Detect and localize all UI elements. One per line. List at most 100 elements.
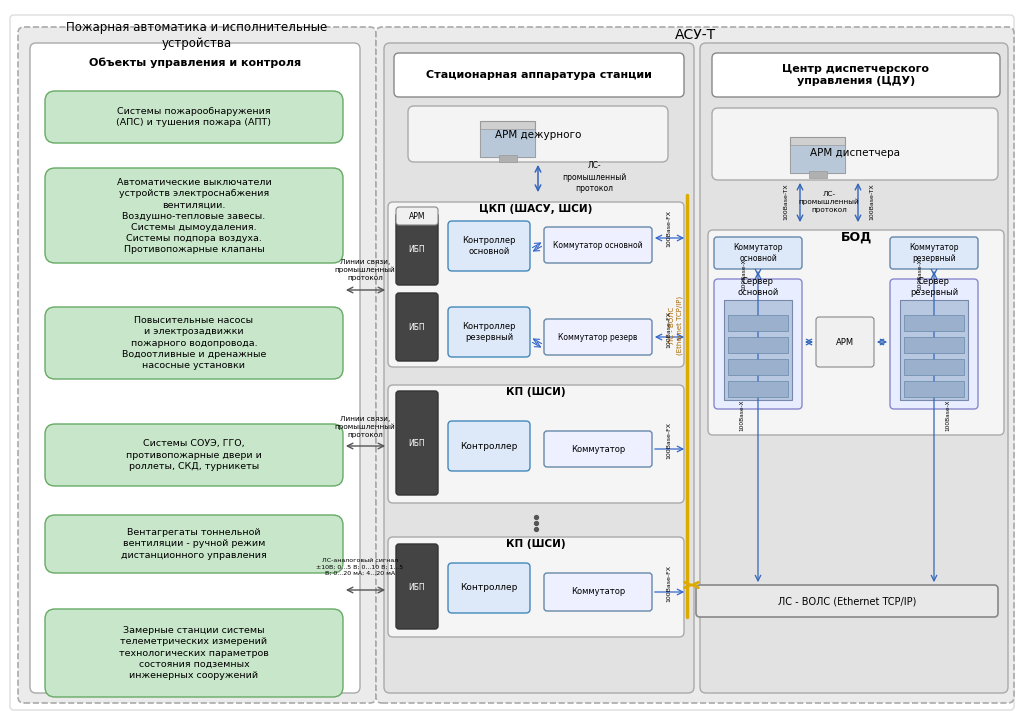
FancyBboxPatch shape	[449, 421, 530, 471]
Text: АРМ диспетчера: АРМ диспетчера	[810, 148, 900, 158]
FancyBboxPatch shape	[45, 307, 343, 379]
FancyBboxPatch shape	[816, 317, 874, 367]
Text: Контроллер: Контроллер	[461, 584, 518, 592]
FancyBboxPatch shape	[388, 537, 684, 637]
Bar	[790, 137, 845, 173]
Text: Коммутатор
основной: Коммутатор основной	[733, 243, 782, 263]
FancyBboxPatch shape	[449, 563, 530, 613]
Text: Центр диспетчерского
управления (ЦДУ): Центр диспетчерского управления (ЦДУ)	[782, 64, 930, 86]
Bar	[728, 337, 788, 353]
FancyBboxPatch shape	[45, 609, 343, 697]
Bar	[904, 337, 964, 353]
Bar	[790, 145, 845, 173]
FancyBboxPatch shape	[696, 585, 998, 617]
Text: 100Base-X: 100Base-X	[739, 399, 744, 431]
Text: 100Base-X: 100Base-X	[945, 399, 950, 431]
Text: АСУ-Т: АСУ-Т	[675, 28, 716, 42]
Bar	[728, 381, 788, 397]
Text: ЛС - ВОЛС
(Ethernet TCP/IP): ЛС - ВОЛС (Ethernet TCP/IP)	[669, 296, 683, 355]
Text: Контроллер: Контроллер	[461, 442, 518, 450]
FancyBboxPatch shape	[449, 221, 530, 271]
Text: АРМ дежурного: АРМ дежурного	[495, 130, 582, 140]
Text: КП (ШСИ): КП (ШСИ)	[506, 387, 566, 397]
Bar	[480, 129, 535, 157]
Bar	[728, 315, 788, 331]
FancyBboxPatch shape	[700, 43, 1008, 693]
Bar	[480, 121, 535, 157]
Text: ЦКП (ШАСУ, ШСИ): ЦКП (ШАСУ, ШСИ)	[479, 204, 593, 214]
Text: ЛС - ВОЛС (Ethernet TCP/IP): ЛС - ВОЛС (Ethernet TCP/IP)	[778, 596, 916, 606]
Text: Линии связи,
промышленный
протокол: Линии связи, промышленный протокол	[335, 416, 395, 438]
FancyBboxPatch shape	[890, 279, 978, 409]
Bar	[904, 381, 964, 397]
FancyBboxPatch shape	[10, 15, 1014, 710]
Text: Контроллер
основной: Контроллер основной	[462, 236, 516, 256]
Text: Системы пожарообнаружения
(АПС) и тушения пожара (АПТ): Системы пожарообнаружения (АПС) и тушени…	[117, 107, 271, 127]
Text: Вентагрегаты тоннельной
вентиляции - ручной режим
дистанционного управления: Вентагрегаты тоннельной вентиляции - руч…	[121, 529, 267, 560]
Bar	[809, 171, 827, 178]
FancyBboxPatch shape	[544, 319, 652, 355]
FancyBboxPatch shape	[449, 307, 530, 357]
Text: Системы СОУЭ, ГГО,
противопожарные двери и
роллеты, СКД, турникеты: Системы СОУЭ, ГГО, противопожарные двери…	[126, 439, 262, 471]
Bar	[499, 155, 517, 162]
Bar	[724, 300, 792, 400]
FancyBboxPatch shape	[890, 237, 978, 269]
FancyBboxPatch shape	[388, 385, 684, 503]
Text: 100Base-FX: 100Base-FX	[667, 565, 672, 602]
FancyBboxPatch shape	[708, 230, 1004, 435]
Text: Линии связи,
промышленный
протокол: Линии связи, промышленный протокол	[335, 259, 395, 281]
FancyBboxPatch shape	[396, 207, 438, 225]
Text: Повысительные насосы
и электрозадвижки
пожарного водопровода.
Водоотливные и дре: Повысительные насосы и электрозадвижки п…	[122, 316, 266, 370]
Bar	[728, 359, 788, 375]
FancyBboxPatch shape	[30, 43, 360, 693]
Text: Сервер
резервный: Сервер резервный	[910, 277, 958, 297]
FancyBboxPatch shape	[396, 293, 438, 361]
Text: Стационарная аппаратура станции: Стационарная аппаратура станции	[426, 70, 652, 80]
FancyBboxPatch shape	[18, 27, 376, 703]
FancyBboxPatch shape	[712, 108, 998, 180]
Bar	[904, 315, 964, 331]
Text: Замерные станции системы
телеметрических измерений
технологических параметров
со: Замерные станции системы телеметрических…	[119, 626, 269, 680]
Text: 100Base-X: 100Base-X	[918, 258, 923, 290]
Text: АРМ: АРМ	[409, 212, 425, 220]
Text: Коммутатор резерв: Коммутатор резерв	[558, 333, 638, 341]
FancyBboxPatch shape	[45, 91, 343, 143]
Text: КП (ШСИ): КП (ШСИ)	[506, 539, 566, 549]
Text: АРМ: АРМ	[836, 338, 854, 347]
Text: ЛС-
промышленный
протокол: ЛС- промышленный протокол	[562, 162, 627, 193]
Bar	[904, 359, 964, 375]
Bar	[900, 300, 968, 400]
FancyBboxPatch shape	[384, 43, 694, 693]
FancyBboxPatch shape	[394, 53, 684, 97]
Text: Автоматические выключатели
устройств электроснабжения
вентиляции.
Воздушно-тепло: Автоматические выключатели устройств эле…	[117, 178, 271, 254]
Text: 100Base-FX: 100Base-FX	[667, 210, 672, 246]
FancyBboxPatch shape	[45, 168, 343, 263]
Text: БОД: БОД	[841, 231, 871, 244]
FancyBboxPatch shape	[45, 424, 343, 486]
Text: Пожарная автоматика и исполнительные
устройства: Пожарная автоматика и исполнительные уст…	[67, 20, 328, 49]
Text: Контроллер
резервный: Контроллер резервный	[462, 322, 516, 342]
FancyBboxPatch shape	[544, 431, 652, 467]
FancyBboxPatch shape	[45, 515, 343, 573]
FancyBboxPatch shape	[388, 202, 684, 367]
Text: 100Base-TX: 100Base-TX	[783, 183, 788, 220]
FancyBboxPatch shape	[396, 213, 438, 285]
Text: 100Base-TX: 100Base-TX	[869, 183, 874, 220]
Text: ИБП: ИБП	[409, 439, 425, 447]
Text: Коммутатор: Коммутатор	[570, 587, 625, 597]
FancyBboxPatch shape	[714, 237, 802, 269]
Text: ЛС-
промышленный
протокол: ЛС- промышленный протокол	[799, 191, 859, 213]
Text: ИБП: ИБП	[409, 582, 425, 592]
Text: Сервер
основной: Сервер основной	[737, 277, 778, 297]
Text: 100Base-FX: 100Base-FX	[667, 310, 672, 347]
Text: Объекты управления и контроля: Объекты управления и контроля	[89, 58, 301, 68]
FancyBboxPatch shape	[544, 573, 652, 611]
Text: Коммутатор: Коммутатор	[570, 444, 625, 454]
Text: ЛС-аналоговый сигнал
±10В; 0...5 В; 0...10 В; 1...5
В; 0...20 мА; 4...20 мА: ЛС-аналоговый сигнал ±10В; 0...5 В; 0...…	[316, 558, 403, 576]
FancyBboxPatch shape	[396, 391, 438, 495]
FancyBboxPatch shape	[712, 53, 1000, 97]
Text: ИБП: ИБП	[409, 323, 425, 331]
FancyBboxPatch shape	[396, 544, 438, 629]
FancyBboxPatch shape	[714, 279, 802, 409]
Text: Коммутатор основной: Коммутатор основной	[553, 241, 643, 249]
